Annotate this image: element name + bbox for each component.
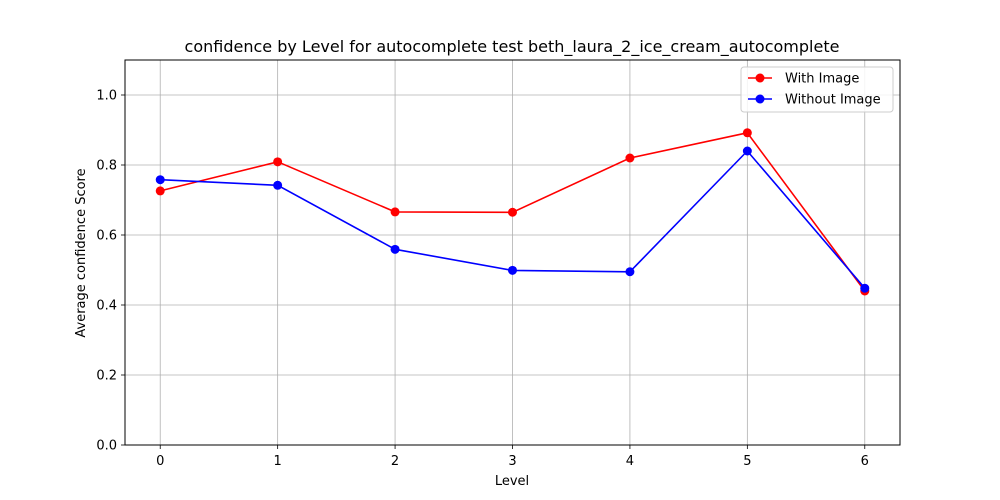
x-tick-label: 2 — [391, 454, 399, 469]
y-tick-label: 1.0 — [96, 89, 117, 104]
data-point-without-image — [155, 175, 165, 185]
series-layer — [155, 128, 870, 296]
ticks: 0 1 2 3 4 5 6 0.0 0.2 0.4 0.6 0.8 1.0 — [96, 89, 869, 470]
legend-swatch-marker — [755, 73, 765, 83]
y-tick-label: 0.2 — [96, 369, 117, 384]
legend-entry-label: With Image — [785, 72, 859, 87]
data-point-with-image — [742, 128, 752, 138]
data-point-with-image — [390, 207, 400, 217]
data-point-without-image — [508, 265, 517, 275]
data-point-without-image — [625, 267, 635, 277]
data-point-without-image — [273, 180, 283, 190]
y-tick-label: 0.8 — [96, 159, 117, 174]
y-axis-label: Average confidence Score — [74, 168, 89, 337]
x-tick-label: 3 — [508, 454, 516, 469]
x-tick-label: 4 — [626, 454, 634, 469]
data-point-without-image — [390, 244, 400, 254]
legend: With Image Without Image — [740, 66, 894, 113]
y-tick-label: 0.4 — [96, 299, 117, 314]
x-tick-label: 5 — [743, 454, 751, 469]
legend-entry-label: Without Image — [785, 93, 881, 108]
data-point-with-image — [155, 186, 165, 196]
legend-box — [740, 66, 894, 113]
x-tick-label: 1 — [274, 454, 282, 469]
data-point-with-image — [508, 207, 517, 217]
data-point-with-image — [625, 153, 635, 163]
data-point-with-image — [273, 157, 283, 167]
data-point-without-image — [742, 146, 752, 156]
data-point-without-image — [860, 283, 870, 293]
chart-title: confidence by Level for autocomplete tes… — [185, 37, 840, 57]
y-tick-label: 0.6 — [96, 229, 117, 244]
x-axis-label: Level — [495, 474, 529, 489]
y-tick-label: 0.0 — [96, 439, 117, 454]
x-tick-label: 0 — [156, 454, 164, 469]
x-tick-label: 6 — [861, 454, 869, 469]
legend-swatch-marker — [755, 94, 765, 104]
